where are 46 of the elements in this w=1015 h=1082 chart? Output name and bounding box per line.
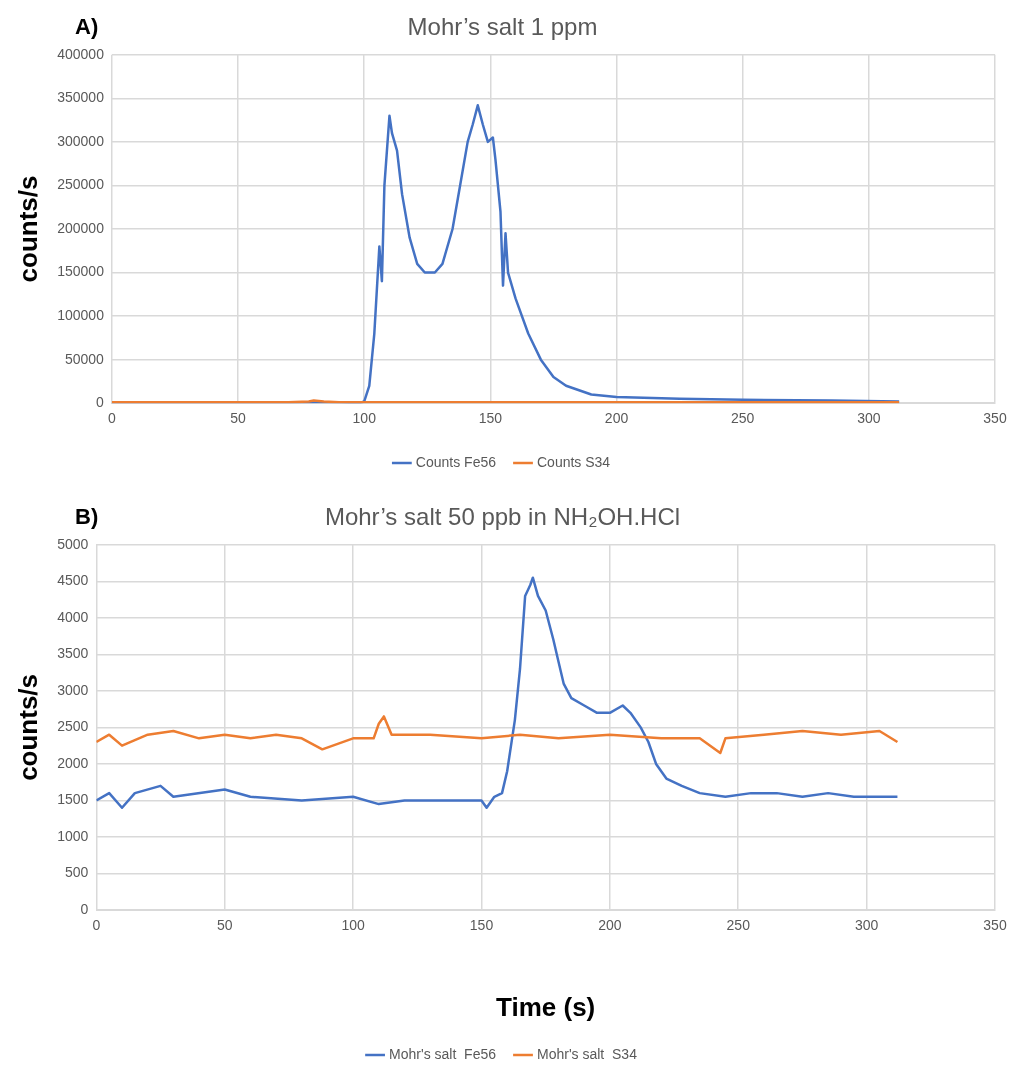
y-tick-label: 50000 xyxy=(64,350,105,367)
x-tick-label: 100 xyxy=(341,917,365,934)
x-tick-label: 250 xyxy=(726,917,751,934)
x-tick-label: 200 xyxy=(604,410,629,427)
x-tick-label: 150 xyxy=(469,917,494,934)
x-tick-label: 250 xyxy=(731,410,755,427)
x-tick-label: 150 xyxy=(478,410,503,427)
x-tick-label: 50 xyxy=(216,917,233,934)
y-tick-label: 500 xyxy=(64,864,89,881)
y-axis-title: counts/s xyxy=(12,673,43,781)
y-tick-label: 0 xyxy=(96,394,105,411)
text: B) xyxy=(75,504,99,530)
y-tick-label: 100000 xyxy=(57,306,105,323)
y-tick-label: 200000 xyxy=(57,219,105,236)
y-axis-title: counts/s xyxy=(12,175,43,283)
y-tick-label: 3000 xyxy=(57,681,89,698)
legend-label: Mohr's salt Fe56 xyxy=(389,1045,497,1062)
legend-label: Mohr's salt S34 xyxy=(537,1045,638,1062)
y-tick-label: 0 xyxy=(80,900,89,917)
chart-title: Mohr’s salt 50 ppb in NH₂OH.HCl xyxy=(324,503,681,531)
y-tick-label: 4000 xyxy=(57,608,89,625)
x-tick-label: 0 xyxy=(108,410,117,427)
x-tick-label: 200 xyxy=(598,917,622,934)
text: A) xyxy=(75,14,99,40)
x-tick-label: 50 xyxy=(230,410,247,427)
y-tick-label: 400000 xyxy=(57,45,105,62)
y-tick-label: 4500 xyxy=(57,572,89,589)
y-tick-label: 150000 xyxy=(57,263,105,280)
x-tick-label: 350 xyxy=(983,410,1007,427)
x-tick-label: 300 xyxy=(857,410,881,427)
chart-title: Mohr’s salt 1 ppm xyxy=(407,13,598,41)
y-tick-label: 350000 xyxy=(57,89,105,106)
y-tick-label: 3500 xyxy=(57,645,89,662)
y-tick-label: 2500 xyxy=(57,718,89,735)
y-tick-label: 250000 xyxy=(57,176,105,193)
x-axis-title: Time (s) xyxy=(496,991,596,1022)
y-tick-label: 2000 xyxy=(57,754,89,771)
y-tick-label: 1500 xyxy=(57,791,89,808)
legend-label: Counts S34 xyxy=(537,453,611,470)
x-tick-label: 300 xyxy=(854,917,879,934)
x-tick-label: 350 xyxy=(983,917,1007,934)
y-tick-label: 1000 xyxy=(57,827,89,844)
legend-label: Counts Fe56 xyxy=(415,453,497,470)
y-tick-label: 300000 xyxy=(57,132,105,149)
x-tick-label: 100 xyxy=(352,410,377,427)
y-tick-label: 5000 xyxy=(57,535,89,552)
